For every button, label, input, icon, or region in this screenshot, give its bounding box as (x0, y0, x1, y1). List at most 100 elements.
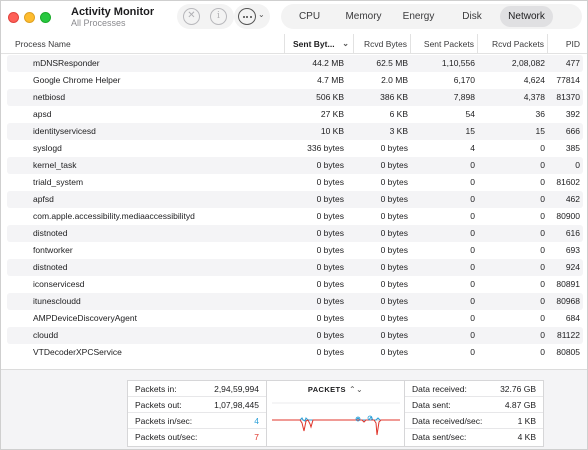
sent-packets-cell: 15 (465, 126, 475, 136)
sent-bytes-cell: 0 bytes (316, 245, 344, 255)
packets-in-stat: Packets in: 2,94,59,994 (128, 381, 266, 397)
sent-bytes-cell: 0 bytes (316, 296, 344, 306)
pid-cell: 477 (565, 58, 580, 68)
sort-descending-icon: ⌄ (342, 39, 349, 48)
pid-cell: 462 (565, 194, 580, 204)
table-row[interactable]: Google Chrome Helper 4.7 MB 2.0 MB 6,170 4,6… (7, 72, 583, 89)
minimize-window-button[interactable] (24, 12, 35, 23)
rcvd-bytes-cell: 3 KB (389, 126, 408, 136)
tab-memory[interactable]: Memory (345, 11, 382, 22)
graph-title: PACKETS (307, 385, 346, 394)
sent-packets-cell: 0 (470, 245, 475, 255)
packets-out-value: 1,07,98,445 (214, 400, 259, 410)
more-actions-menu[interactable]: ⌄ (234, 4, 270, 29)
table-header: Process Name Sent Byt... ⌄ Rcvd Bytes Se… (1, 34, 587, 54)
stop-process-button[interactable]: ✕ (183, 8, 200, 25)
sent-bytes-cell: 0 bytes (316, 347, 344, 357)
process-table: mDNSResponder 44.2 MB 62.5 MB 1,10,556 2,08,… (1, 55, 587, 367)
rcvd-packets-cell: 0 (540, 177, 545, 187)
table-row[interactable]: apsd 27 KB 6 KB 54 36 392 (7, 106, 583, 123)
sent-bytes-cell: 0 bytes (316, 279, 344, 289)
table-row[interactable]: triald_system 0 bytes 0 bytes 0 0 81602 (7, 174, 583, 191)
pid-cell: 80900 (556, 211, 580, 221)
zoom-window-button[interactable] (40, 12, 51, 23)
rcvd-bytes-cell: 0 bytes (380, 245, 408, 255)
data-received-value: 32.76 GB (500, 384, 536, 394)
table-row[interactable]: distnoted 0 bytes 0 bytes 0 0 924 (7, 259, 583, 276)
rcvd-packets-cell: 0 (540, 245, 545, 255)
sent-bytes-cell: 0 bytes (316, 330, 344, 340)
process-name-cell: AMPDeviceDiscoveryAgent (33, 313, 137, 323)
rcvd-packets-cell: 4,378 (523, 92, 545, 102)
rcvd-bytes-cell: 2.0 MB (381, 75, 408, 85)
process-name-cell: apsd (33, 109, 52, 119)
inspect-process-button[interactable]: i (210, 8, 227, 25)
pid-cell: 80891 (556, 279, 580, 289)
tab-network[interactable]: Network (500, 6, 553, 27)
table-row[interactable]: itunescloudd 0 bytes 0 bytes 0 0 80968 (7, 293, 583, 310)
packets-out-sec-value: 7 (254, 432, 259, 442)
column-header-rcvd-packets[interactable]: Rcvd Packets (477, 34, 547, 54)
rcvd-packets-cell: 0 (540, 330, 545, 340)
table-row[interactable]: kernel_task 0 bytes 0 bytes 0 0 0 (7, 157, 583, 174)
process-name-cell: triald_system (33, 177, 84, 187)
app-subtitle: All Processes (71, 18, 126, 28)
pid-cell: 80968 (556, 296, 580, 306)
table-row[interactable]: com.apple.accessibility.mediaaccessibili… (7, 208, 583, 225)
process-name-cell: syslogd (33, 143, 62, 153)
rcvd-packets-cell: 2,08,082 (511, 58, 545, 68)
table-row[interactable]: fontworker 0 bytes 0 bytes 0 0 693 (7, 242, 583, 259)
table-row[interactable]: AMPDeviceDiscoveryAgent 0 bytes 0 bytes 0 0 6… (7, 310, 583, 327)
column-header-sent-bytes[interactable]: Sent Byt... ⌄ (284, 34, 353, 54)
table-row[interactable]: cloudd 0 bytes 0 bytes 0 0 81122 (7, 327, 583, 344)
info-circle-icon: i (217, 11, 220, 21)
table-row[interactable]: identityservicesd 10 KB 3 KB 15 15 666 (7, 123, 583, 140)
table-row[interactable]: distnoted 0 bytes 0 bytes 0 0 616 (7, 225, 583, 242)
sent-packets-cell: 54 (465, 109, 475, 119)
column-header-process-name[interactable]: Process Name (15, 39, 71, 49)
pid-cell: 77814 (556, 75, 580, 85)
rcvd-packets-cell: 0 (540, 228, 545, 238)
data-received-sec-stat: Data received/sec: 1 KB (405, 413, 543, 429)
sent-packets-cell: 0 (470, 330, 475, 340)
data-sent-sec-stat: Data sent/sec: 4 KB (405, 429, 543, 445)
data-received-stat: Data received: 32.76 GB (405, 381, 543, 397)
tab-cpu[interactable]: CPU (298, 11, 321, 22)
column-header-rcvd-bytes[interactable]: Rcvd Bytes (353, 34, 410, 54)
sent-bytes-cell: 0 bytes (316, 160, 344, 170)
data-totals-panel: Data received: 32.76 GB Data sent: 4.87 … (405, 380, 544, 447)
pid-cell: 81602 (556, 177, 580, 187)
sent-packets-cell: 7,898 (453, 92, 475, 102)
table-row[interactable]: syslogd 336 bytes 0 bytes 4 0 385 (7, 140, 583, 157)
sent-bytes-cell: 0 bytes (316, 313, 344, 323)
column-header-pid[interactable]: PID (547, 34, 583, 54)
sent-bytes-cell: 0 bytes (316, 194, 344, 204)
pid-cell: 0 (575, 160, 580, 170)
table-row[interactable]: mDNSResponder 44.2 MB 62.5 MB 1,10,556 2,08,… (7, 55, 583, 72)
pid-cell: 81370 (556, 92, 580, 102)
data-sent-sec-value: 4 KB (517, 432, 536, 442)
sent-packets-cell: 0 (470, 228, 475, 238)
pid-cell: 693 (565, 245, 580, 255)
graph-mode-selector[interactable]: PACKETS ⌃⌄ (267, 385, 404, 394)
process-name-cell: distnoted (33, 262, 68, 272)
rcvd-bytes-cell: 0 bytes (380, 296, 408, 306)
toolbar: Activity Monitor All Processes ✕ i ⌄ CPU… (1, 1, 587, 34)
tab-energy[interactable]: Energy (402, 11, 435, 22)
column-header-sent-bytes-label: Sent Byt... (293, 39, 335, 49)
table-row[interactable]: VTDecoderXPCService 0 bytes 0 bytes 0 0 80805 (7, 344, 583, 361)
sent-bytes-cell: 27 KB (320, 109, 344, 119)
table-row[interactable]: apfsd 0 bytes 0 bytes 0 0 462 (7, 191, 583, 208)
app-title: Activity Monitor (71, 6, 155, 18)
close-window-button[interactable] (8, 12, 19, 23)
process-name-cell: apfsd (33, 194, 54, 204)
process-name-cell: distnoted (33, 228, 68, 238)
sent-bytes-cell: 336 bytes (307, 143, 344, 153)
tab-disk[interactable]: Disk (462, 11, 482, 22)
sent-bytes-cell: 4.7 MB (317, 75, 344, 85)
column-header-sent-packets[interactable]: Sent Packets (410, 34, 477, 54)
table-row[interactable]: iconservicesd 0 bytes 0 bytes 0 0 80891 (7, 276, 583, 293)
rcvd-bytes-cell: 0 bytes (380, 160, 408, 170)
table-row[interactable]: netbiosd 506 KB 386 KB 7,898 4,378 81370 (7, 89, 583, 106)
summary-area: Packets in: 2,94,59,994 Packets out: 1,0… (1, 369, 587, 449)
